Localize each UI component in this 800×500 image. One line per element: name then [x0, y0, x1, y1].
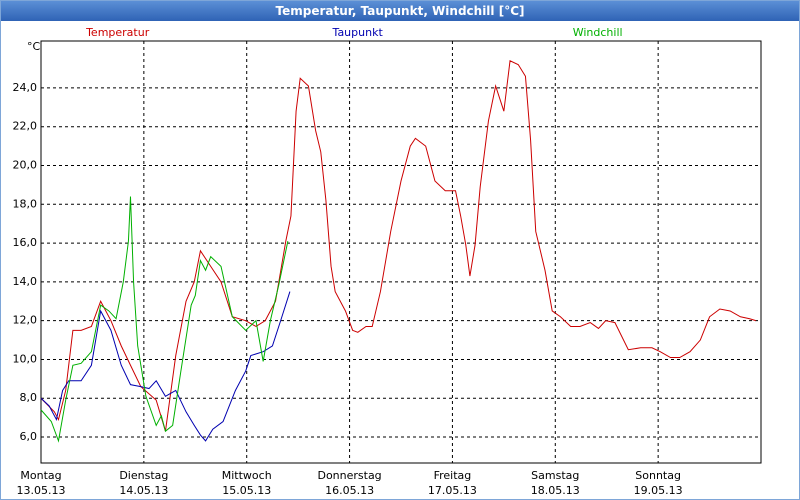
- y-tick-label: 6,0: [20, 430, 38, 443]
- line: [40, 291, 291, 442]
- plot-frame: [40, 40, 762, 464]
- legend-entry: Taupunkt: [332, 26, 384, 39]
- x-tick-label: Donnerstag: [317, 469, 381, 482]
- title-bar: Temperatur, Taupunkt, Windchill [°C]: [1, 1, 799, 21]
- legend-entry: Windchill: [573, 26, 623, 39]
- line: [40, 196, 289, 443]
- y-tick-label: 20,0: [13, 159, 38, 172]
- x-tick-label: Freitag: [434, 469, 472, 482]
- x-tick-date: 19.05.13: [634, 484, 683, 497]
- y-tick-label: 16,0: [13, 236, 38, 249]
- y-tick-label: 14,0: [13, 275, 38, 288]
- x-tick-date: 14.05.13: [119, 484, 168, 497]
- y-tick-label: 24,0: [13, 81, 38, 94]
- x-tick-label: Samstag: [531, 469, 579, 482]
- x-tick-date: 17.05.13: [428, 484, 477, 497]
- x-tick-label: Mittwoch: [222, 469, 272, 482]
- x-tick-date: 16.05.13: [325, 484, 374, 497]
- y-tick-label: 10,0: [13, 352, 38, 365]
- legend-entry: Temperatur: [85, 26, 150, 39]
- x-tick-date: 15.05.13: [222, 484, 271, 497]
- x-tick-label: Sonntag: [635, 469, 681, 482]
- y-unit: °C: [27, 40, 41, 53]
- x-tick-label: Dienstag: [119, 469, 168, 482]
- y-tick-label: 22,0: [13, 120, 38, 133]
- x-tick-date: 18.05.13: [531, 484, 580, 497]
- y-tick-label: 12,0: [13, 314, 38, 327]
- y-tick-label: 18,0: [13, 197, 38, 210]
- x-tick-label: Montag: [20, 469, 61, 482]
- line: [40, 60, 757, 432]
- y-tick-label: 8,0: [20, 391, 38, 404]
- x-tick-date: 13.05.13: [17, 484, 66, 497]
